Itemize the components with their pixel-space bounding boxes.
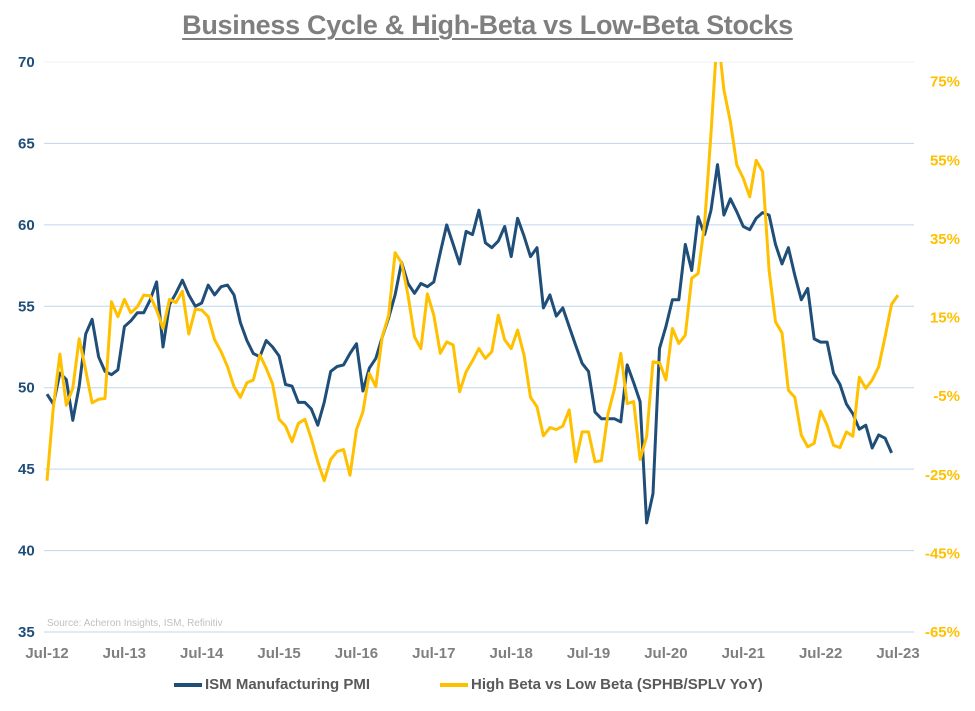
- x-axis: Jul-12 Jul-13 Jul-14 Jul-15 Jul-16 Jul-17 Jul-…: [25, 645, 919, 662]
- gridlines: [44, 61, 914, 633]
- series-line-ism-pmi: [45, 163, 893, 525]
- right-tick-label: 75%: [930, 74, 960, 91]
- right-tick-label: -65%: [925, 624, 960, 641]
- right-tick-label: 55%: [930, 152, 960, 169]
- right-tick-label: -5%: [933, 388, 960, 405]
- left-tick-label: 55: [18, 298, 35, 315]
- legend-label-ism: ISM Manufacturing PMI: [205, 676, 370, 693]
- series-lines: [45, 62, 900, 525]
- legend-swatch-beta: [440, 682, 468, 687]
- left-tick-label: 50: [18, 380, 35, 397]
- legend-swatch-ism: [174, 682, 202, 687]
- x-tick-label: Jul-16: [335, 645, 378, 662]
- x-tick-label: Jul-14: [180, 645, 224, 662]
- series-line-high-vs-low-beta: [45, 62, 900, 483]
- x-tick-label: Jul-21: [722, 645, 765, 662]
- right-axis: -65% -45% -25% -5% 15% 35% 55% 75%: [925, 74, 960, 641]
- right-tick-label: -25%: [925, 467, 960, 484]
- right-tick-label: 35%: [930, 231, 960, 248]
- source-note: Source: Acheron Insights, ISM, Refinitiv: [47, 618, 223, 629]
- left-tick-label: 70: [18, 54, 35, 71]
- left-tick-label: 45: [18, 461, 35, 478]
- legend-item-ism: ISM Manufacturing PMI: [174, 676, 370, 693]
- x-tick-label: Jul-20: [644, 645, 687, 662]
- x-tick-label: Jul-22: [799, 645, 842, 662]
- right-tick-label: -45%: [925, 545, 960, 562]
- chart-title: Business Cycle & High-Beta vs Low-Beta S…: [182, 10, 793, 40]
- x-tick-label: Jul-12: [25, 645, 68, 662]
- x-tick-label: Jul-23: [876, 645, 919, 662]
- left-tick-label: 60: [18, 217, 35, 234]
- legend-item-beta: High Beta vs Low Beta (SPHB/SPLV YoY): [440, 676, 763, 693]
- right-tick-label: 15%: [930, 310, 960, 327]
- x-tick-label: Jul-17: [412, 645, 455, 662]
- left-tick-label: 35: [18, 624, 35, 641]
- x-tick-label: Jul-19: [567, 645, 610, 662]
- left-tick-label: 40: [18, 543, 35, 560]
- x-tick-label: Jul-13: [103, 645, 146, 662]
- left-tick-label: 65: [18, 135, 35, 152]
- x-tick-label: Jul-15: [257, 645, 300, 662]
- left-axis: 35 40 45 50 55 60 65 70: [18, 54, 35, 641]
- x-tick-label: Jul-18: [490, 645, 533, 662]
- legend-label-beta: High Beta vs Low Beta (SPHB/SPLV YoY): [471, 676, 763, 693]
